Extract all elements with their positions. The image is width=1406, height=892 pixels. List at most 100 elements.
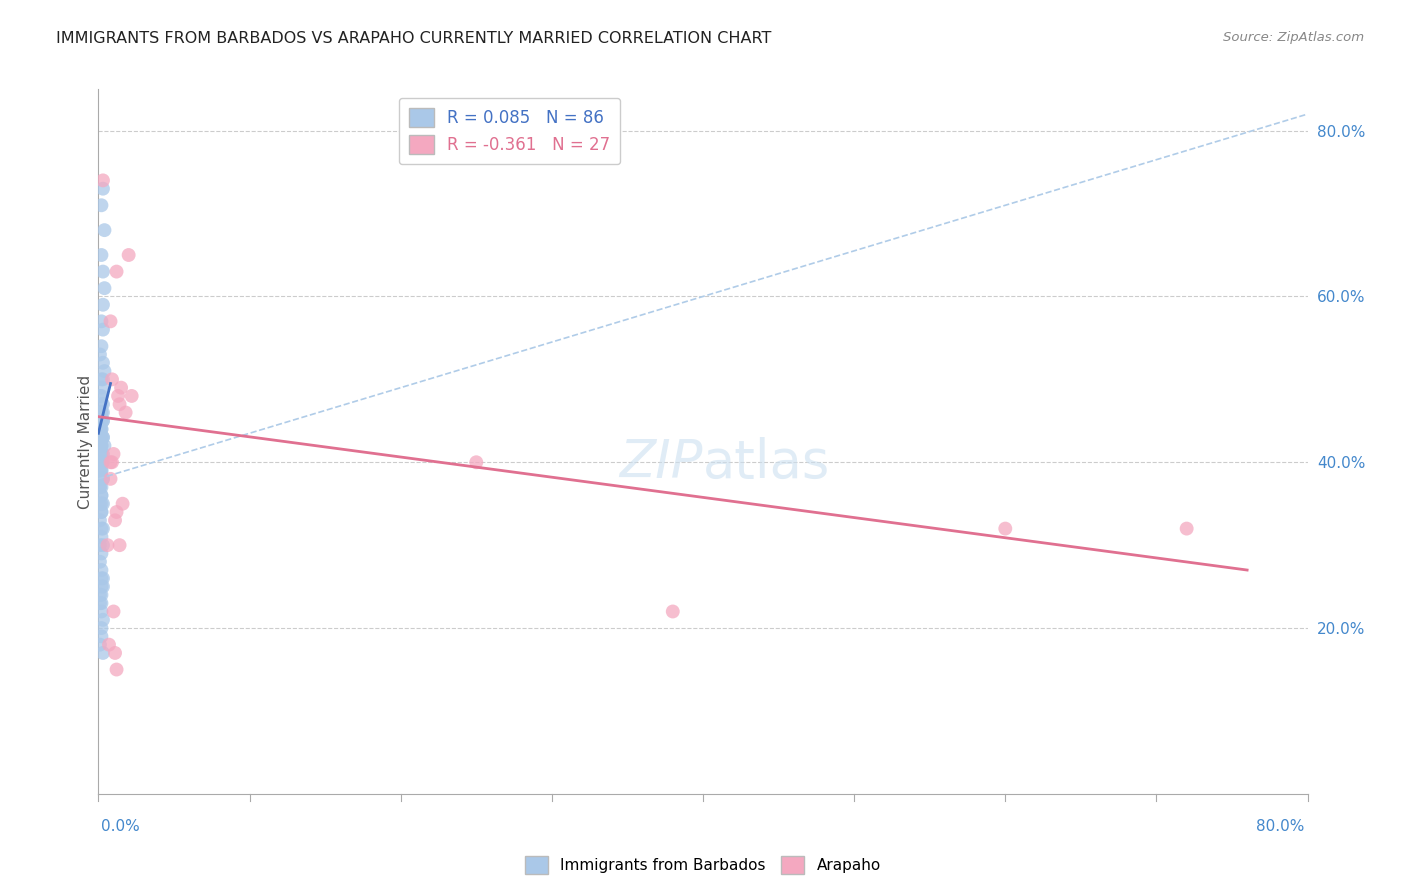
Point bbox=[91, 414, 114, 428]
Point bbox=[89, 480, 111, 494]
Point bbox=[104, 646, 127, 660]
Point bbox=[105, 663, 128, 677]
Point bbox=[90, 339, 112, 353]
Point bbox=[89, 464, 111, 478]
Point bbox=[90, 389, 112, 403]
Point bbox=[118, 248, 141, 262]
Point bbox=[89, 405, 111, 419]
Point bbox=[89, 447, 111, 461]
Text: 80.0%: 80.0% bbox=[1257, 820, 1305, 834]
Point bbox=[90, 563, 112, 577]
Point bbox=[90, 571, 112, 585]
Point bbox=[91, 356, 114, 370]
Point bbox=[90, 447, 112, 461]
Point bbox=[89, 455, 111, 469]
Point bbox=[101, 455, 124, 469]
Point bbox=[89, 430, 111, 444]
Point bbox=[91, 472, 114, 486]
Point bbox=[91, 447, 114, 461]
Point bbox=[91, 522, 114, 536]
Point bbox=[89, 347, 111, 361]
Text: ZIP: ZIP bbox=[620, 437, 703, 489]
Point bbox=[96, 538, 118, 552]
Point bbox=[91, 538, 114, 552]
Point bbox=[90, 372, 112, 386]
Point bbox=[91, 414, 114, 428]
Point bbox=[89, 588, 111, 602]
Point bbox=[91, 472, 114, 486]
Point bbox=[90, 248, 112, 262]
Point bbox=[90, 455, 112, 469]
Point bbox=[101, 372, 124, 386]
Point bbox=[90, 488, 112, 502]
Point bbox=[90, 488, 112, 502]
Point bbox=[93, 439, 115, 453]
Point bbox=[90, 522, 112, 536]
Legend: Immigrants from Barbados, Arapaho: Immigrants from Barbados, Arapaho bbox=[519, 850, 887, 880]
Text: IMMIGRANTS FROM BARBADOS VS ARAPAHO CURRENTLY MARRIED CORRELATION CHART: IMMIGRANTS FROM BARBADOS VS ARAPAHO CURR… bbox=[56, 31, 772, 46]
Point bbox=[98, 638, 121, 652]
Point bbox=[93, 364, 115, 378]
Point bbox=[100, 455, 122, 469]
Point bbox=[90, 430, 112, 444]
Point bbox=[89, 555, 111, 569]
Point bbox=[108, 538, 131, 552]
Point bbox=[90, 422, 112, 436]
Point bbox=[103, 605, 125, 619]
Point bbox=[465, 455, 488, 469]
Point bbox=[121, 389, 143, 403]
Point bbox=[90, 414, 112, 428]
Point bbox=[90, 588, 112, 602]
Point bbox=[91, 372, 114, 386]
Point bbox=[91, 397, 114, 411]
Point bbox=[91, 173, 114, 187]
Point bbox=[111, 497, 134, 511]
Point bbox=[114, 405, 136, 419]
Y-axis label: Currently Married: Currently Married bbox=[77, 375, 93, 508]
Point bbox=[107, 389, 129, 403]
Text: 0.0%: 0.0% bbox=[101, 820, 141, 834]
Point bbox=[90, 198, 112, 212]
Point bbox=[90, 580, 112, 594]
Point bbox=[89, 538, 111, 552]
Point bbox=[91, 405, 114, 419]
Point bbox=[91, 323, 114, 337]
Point bbox=[91, 264, 114, 278]
Point bbox=[89, 439, 111, 453]
Point bbox=[103, 447, 125, 461]
Point bbox=[91, 646, 114, 660]
Point bbox=[89, 389, 111, 403]
Point bbox=[90, 464, 112, 478]
Point bbox=[104, 513, 127, 527]
Point bbox=[110, 381, 132, 395]
Point bbox=[108, 397, 131, 411]
Point bbox=[93, 223, 115, 237]
Legend: R = 0.085   N = 86, R = -0.361   N = 27: R = 0.085 N = 86, R = -0.361 N = 27 bbox=[399, 97, 620, 164]
Point bbox=[90, 439, 112, 453]
Point bbox=[89, 480, 111, 494]
Point bbox=[994, 522, 1017, 536]
Point bbox=[91, 613, 114, 627]
Point bbox=[89, 596, 111, 610]
Point bbox=[90, 464, 112, 478]
Point bbox=[91, 497, 114, 511]
Point bbox=[90, 629, 112, 643]
Point bbox=[89, 422, 111, 436]
Point bbox=[89, 513, 111, 527]
Point bbox=[90, 480, 112, 494]
Point bbox=[89, 638, 111, 652]
Text: atlas: atlas bbox=[703, 437, 831, 489]
Point bbox=[89, 422, 111, 436]
Point bbox=[91, 182, 114, 196]
Point bbox=[89, 497, 111, 511]
Point bbox=[105, 264, 128, 278]
Point bbox=[90, 505, 112, 519]
Point bbox=[90, 546, 112, 560]
Point bbox=[91, 430, 114, 444]
Point bbox=[91, 455, 114, 469]
Point bbox=[91, 298, 114, 312]
Point bbox=[90, 439, 112, 453]
Point bbox=[90, 397, 112, 411]
Point bbox=[89, 472, 111, 486]
Point bbox=[90, 505, 112, 519]
